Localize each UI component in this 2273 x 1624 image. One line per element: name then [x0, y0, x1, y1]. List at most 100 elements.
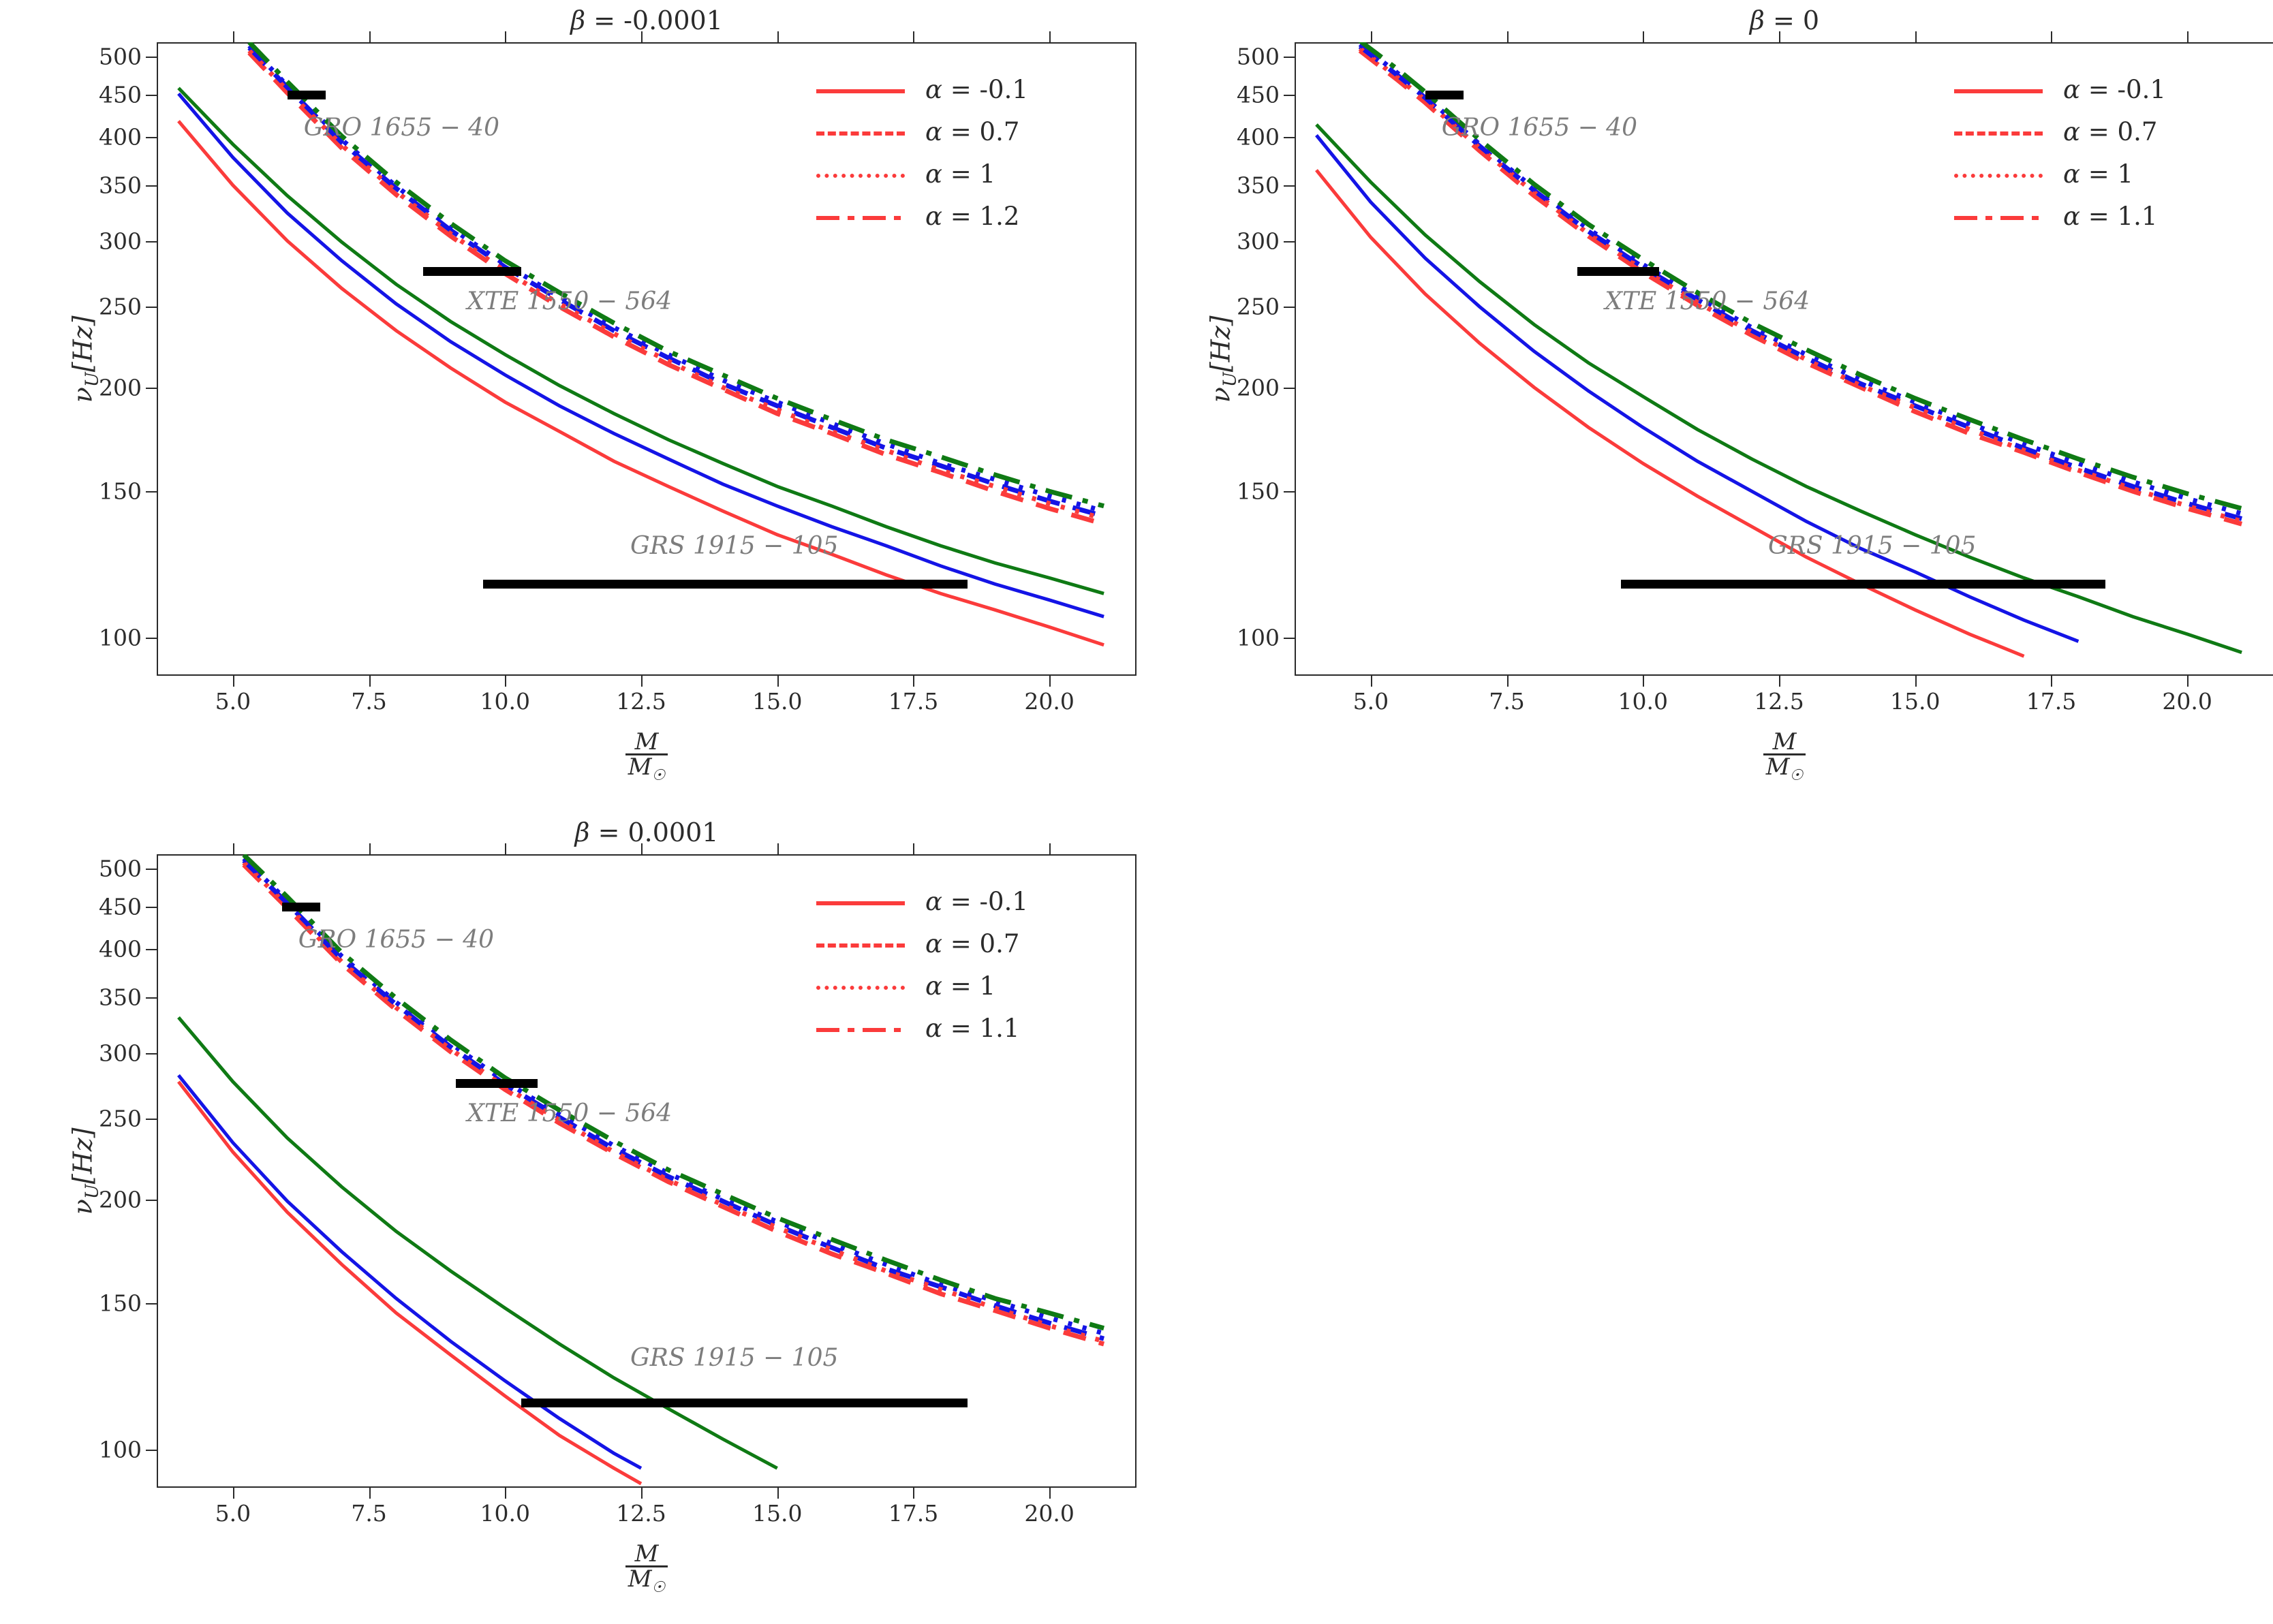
y-axis-tick-mark [146, 1303, 157, 1305]
plot-frame [157, 42, 1136, 676]
legend-item[interactable]: α = -0.1 [816, 881, 1123, 924]
source-annotation: XTE 1550 − 564 [1605, 287, 1810, 316]
error-bar [456, 1078, 538, 1088]
legend-item[interactable]: α = -0.1 [1954, 69, 2261, 112]
y-axis-tick-label: 400 [99, 935, 142, 963]
x-axis-tick-mark-top [641, 843, 643, 854]
data-curve [242, 858, 1105, 1341]
legend-item[interactable]: α = 1.1 [816, 1008, 1123, 1050]
panel-title: β = -0.0001 [157, 5, 1136, 35]
x-axis-tick-mark-top [1049, 843, 1051, 854]
x-axis-tick-mark [1915, 676, 1917, 687]
y-axis-tick-mark [146, 949, 157, 951]
legend-line-sample [816, 901, 905, 905]
y-axis-tick-label: 150 [1237, 478, 1280, 505]
x-axis-tick-mark [232, 676, 234, 687]
data-curve [242, 854, 1105, 1331]
x-axis-tick-label: 10.0 [480, 1500, 531, 1527]
curves-layer [1315, 42, 2243, 658]
legend-item[interactable]: α = 1 [1954, 154, 2261, 196]
panel-title-symbol: β [1749, 5, 1765, 35]
x-axis-label: M M☉ [157, 730, 1136, 783]
x-axis-tick-mark-top [505, 843, 507, 854]
legend-item[interactable]: α = 1 [816, 966, 1123, 1008]
legend-line-sample [1954, 131, 2043, 136]
x-axis-tick-label: 5.0 [215, 688, 251, 715]
y-axis-tick-label: 250 [1237, 293, 1280, 320]
x-axis-tick-label: 7.5 [351, 1500, 387, 1527]
legend-item[interactable]: α = 1 [816, 154, 1123, 196]
x-axis-tick-label: 15.0 [1889, 688, 1940, 715]
plot-frame [1295, 42, 2273, 676]
panel-title-value: 0 [1802, 5, 1820, 35]
y-axis-tick-label: 400 [1237, 123, 1280, 151]
y-axis-tick-label: 200 [1237, 374, 1280, 401]
source-annotation: GRS 1915 − 105 [630, 1344, 839, 1373]
legend: α = -0.1 α = 0.7 α = 1 α = 1.1 [816, 881, 1123, 1050]
x-axis-tick-label: 10.0 [1618, 688, 1669, 715]
panel-title-symbol: β [570, 5, 586, 35]
source-annotation: XTE 1550 − 564 [467, 287, 672, 316]
y-axis-tick-label: 300 [99, 228, 142, 255]
x-axis-tick-mark [1370, 676, 1372, 687]
y-axis-tick-label: 150 [99, 478, 142, 505]
legend-item[interactable]: α = 0.7 [1954, 112, 2261, 154]
x-axis-tick-mark [505, 1488, 507, 1499]
y-axis-tick-mark [146, 1052, 157, 1055]
y-axis-tick-label: 450 [99, 893, 142, 920]
x-axis-tick-mark [913, 676, 915, 687]
x-axis-tick-mark [777, 1488, 779, 1499]
y-axis-tick-mark [146, 1450, 157, 1452]
legend-item[interactable]: α = 1.1 [1954, 196, 2261, 238]
data-curve [1358, 44, 2243, 521]
source-annotation: GRS 1915 − 105 [630, 532, 839, 561]
source-annotation: GRO 1655 − 40 [303, 113, 499, 142]
legend-item[interactable]: α = 0.7 [816, 112, 1123, 154]
legend-item-label: α = -0.1 [925, 887, 1028, 916]
x-axis-label: M M☉ [157, 1542, 1136, 1595]
error-bar [521, 1398, 968, 1407]
y-axis-tick-label: 500 [99, 855, 142, 882]
x-axis-tick-mark-top [2051, 31, 2053, 42]
source-annotation: GRO 1655 − 40 [298, 925, 494, 954]
y-axis-tick-mark [1284, 307, 1295, 309]
y-axis-tick-mark [146, 94, 157, 96]
data-curve [247, 46, 1105, 519]
x-axis-tick-mark-top [913, 31, 915, 42]
x-axis-tick-mark [2187, 676, 2189, 687]
y-axis-tick-mark [146, 1199, 157, 1201]
x-axis-tick-mark-top [505, 31, 507, 42]
legend-item[interactable]: α = 1.2 [816, 196, 1123, 238]
error-bar [1577, 266, 1660, 276]
legend-line-sample [1954, 216, 2043, 220]
legend-item-label: α = 1.1 [2063, 202, 2158, 231]
source-annotation: GRS 1915 − 105 [1768, 532, 1977, 561]
legend-item-label: α = -0.1 [925, 75, 1028, 104]
legend-item[interactable]: α = 0.7 [816, 924, 1123, 966]
x-axis-tick-label: 5.0 [1352, 688, 1389, 715]
data-curve [1315, 123, 2242, 655]
x-axis-tick-label: 7.5 [1489, 688, 1525, 715]
x-axis-tick-mark [777, 676, 779, 687]
x-axis-label: M M☉ [1295, 730, 2273, 783]
panel-title-eq: = [1764, 5, 1803, 35]
legend-line-sample [1954, 89, 2043, 93]
data-curve [177, 120, 1104, 647]
y-axis-tick-label: 200 [99, 374, 142, 401]
x-axis-tick-mark [641, 1488, 643, 1499]
x-axis-tick-label: 15.0 [752, 1500, 803, 1527]
y-axis-tick-mark [1284, 638, 1295, 640]
y-axis-tick-label: 200 [99, 1186, 142, 1213]
legend-item-label: α = 0.7 [2063, 117, 2158, 146]
x-axis-tick-label: 10.0 [480, 688, 531, 715]
legend-line-sample [816, 986, 905, 990]
y-axis-tick-label: 100 [99, 1436, 142, 1463]
x-axis-tick-mark [505, 676, 507, 687]
x-axis-tick-mark-top [369, 843, 371, 854]
error-bar [1425, 90, 1464, 99]
y-axis-tick-mark [1284, 240, 1295, 243]
x-axis-tick-mark [1049, 1488, 1051, 1499]
legend-item[interactable]: α = -0.1 [816, 69, 1123, 112]
data-curve [247, 48, 1105, 521]
